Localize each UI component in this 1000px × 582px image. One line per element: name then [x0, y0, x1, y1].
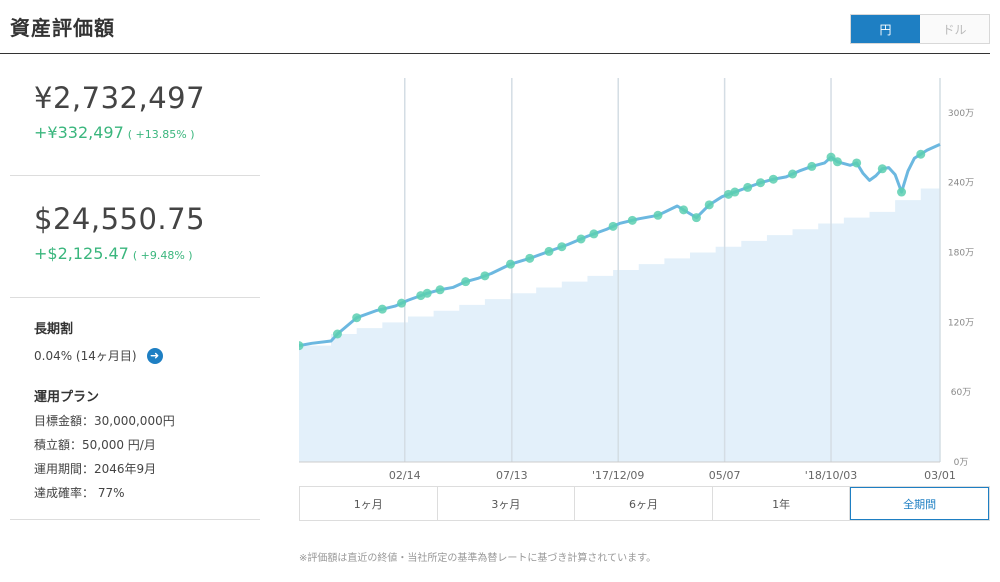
deposit-marker — [557, 242, 567, 252]
y-tick-label: 300万 — [948, 109, 974, 119]
deposit-marker — [897, 187, 907, 197]
plan-monthly-deposit: 積立額：50,000 円/月 — [34, 438, 156, 452]
range-6-months-button[interactable]: 6ヶ月 — [575, 487, 713, 520]
deposit-marker — [807, 161, 817, 171]
x-tick-label: '17/12/09 — [592, 469, 644, 482]
y-tick-label: 0万 — [954, 458, 969, 468]
deposit-marker — [916, 149, 926, 159]
usd-gain-line: +$2,125.47( +9.48% ) — [34, 244, 193, 263]
plan-target-amount: 目標金額：30,000,000円 — [34, 414, 175, 428]
y-tick-label: 60万 — [951, 388, 971, 398]
arrow-right-icon[interactable]: ➜ — [146, 347, 163, 364]
x-tick-label: 05/07 — [709, 469, 741, 482]
y-tick-label: 180万 — [948, 249, 974, 259]
deposit-marker — [743, 182, 753, 192]
deposit-marker — [461, 277, 471, 287]
jpy-gain-line: +¥332,497( +13.85% ) — [34, 123, 195, 142]
deposit-marker — [704, 200, 714, 210]
asset-chart: 02/14 07/13 '17/12/09 05/07 '18/10/03 03/010万… — [299, 78, 974, 482]
deposit-area — [299, 182, 940, 462]
plan-period: 運用期間：2046年9月 — [34, 462, 157, 476]
range-1-month-button[interactable]: 1ヶ月 — [300, 487, 438, 520]
deposit-marker — [768, 174, 778, 184]
jpy-gain: +¥332,497 — [34, 123, 124, 142]
deposit-marker — [788, 169, 798, 179]
usd-gain-percent: ( +9.48% ) — [132, 249, 193, 262]
deposit-marker — [525, 253, 535, 263]
usd-gain: +$2,125.47 — [34, 244, 129, 263]
deposit-marker — [506, 259, 516, 269]
deposit-marker — [352, 313, 362, 323]
deposit-marker — [435, 285, 445, 295]
usd-amount: $24,550.75 — [34, 202, 206, 236]
currency-jpy-button[interactable]: 円 — [851, 15, 920, 43]
jpy-gain-percent: ( +13.85% ) — [127, 128, 195, 141]
x-tick-label: '18/10/03 — [805, 469, 857, 482]
discount-value: 0.04% (14ヶ月目) — [34, 349, 137, 363]
x-tick-label: 03/01 — [924, 469, 956, 482]
deposit-marker — [730, 187, 740, 197]
jpy-summary: ¥2,732,497 +¥332,497( +13.85% ) — [10, 55, 260, 176]
usd-summary: $24,550.75 +$2,125.47( +9.48% ) — [10, 176, 260, 298]
page-title: 資産評価額 — [10, 16, 115, 40]
x-tick-label: 07/13 — [496, 469, 528, 482]
deposit-marker — [299, 341, 304, 351]
deposit-marker — [397, 298, 407, 308]
currency-usd-button[interactable]: ドル — [920, 15, 989, 43]
deposit-marker — [826, 152, 836, 162]
deposit-marker — [877, 164, 887, 174]
deposit-marker — [544, 246, 554, 256]
footnote: ※評価額は直近の終値・当社所定の基準為替レートに基づき計算されています。 — [299, 553, 657, 564]
deposit-marker — [679, 205, 689, 215]
range-all-button[interactable]: 全期間 — [850, 487, 989, 520]
deposit-marker — [576, 234, 586, 244]
deposit-marker — [653, 210, 663, 220]
plan-info: 長期割 0.04% (14ヶ月目) ➜ 運用プラン 目標金額：30,000,00… — [10, 298, 260, 520]
currency-toggle[interactable]: 円 ドル — [850, 14, 990, 44]
deposit-marker — [422, 288, 432, 298]
deposit-marker — [756, 178, 766, 188]
plan-success-probability: 達成確率： 77% — [34, 486, 125, 500]
range-3-months-button[interactable]: 3ヶ月 — [437, 487, 576, 520]
plan-label: 運用プラン — [34, 390, 100, 405]
deposit-marker — [332, 329, 342, 339]
deposit-marker — [832, 157, 842, 167]
deposit-marker — [377, 304, 387, 314]
deposit-marker — [627, 215, 637, 225]
range-selector[interactable]: 1ヶ月 3ヶ月 6ヶ月 1年 全期間 — [299, 486, 990, 521]
discount-label: 長期割 — [34, 322, 74, 337]
deposit-marker — [608, 221, 618, 231]
page-header: 資産評価額 円 ドル — [0, 0, 990, 54]
deposit-marker — [480, 271, 490, 281]
jpy-amount: ¥2,732,497 — [34, 81, 206, 115]
x-tick-label: 02/14 — [389, 469, 421, 482]
deposit-marker — [691, 213, 701, 223]
deposit-marker — [852, 158, 862, 168]
range-1-year-button[interactable]: 1年 — [712, 487, 851, 520]
deposit-marker — [589, 229, 599, 239]
y-tick-label: 240万 — [948, 179, 974, 189]
y-tick-label: 120万 — [948, 318, 974, 328]
discount-row: 0.04% (14ヶ月目) ➜ — [34, 347, 163, 364]
